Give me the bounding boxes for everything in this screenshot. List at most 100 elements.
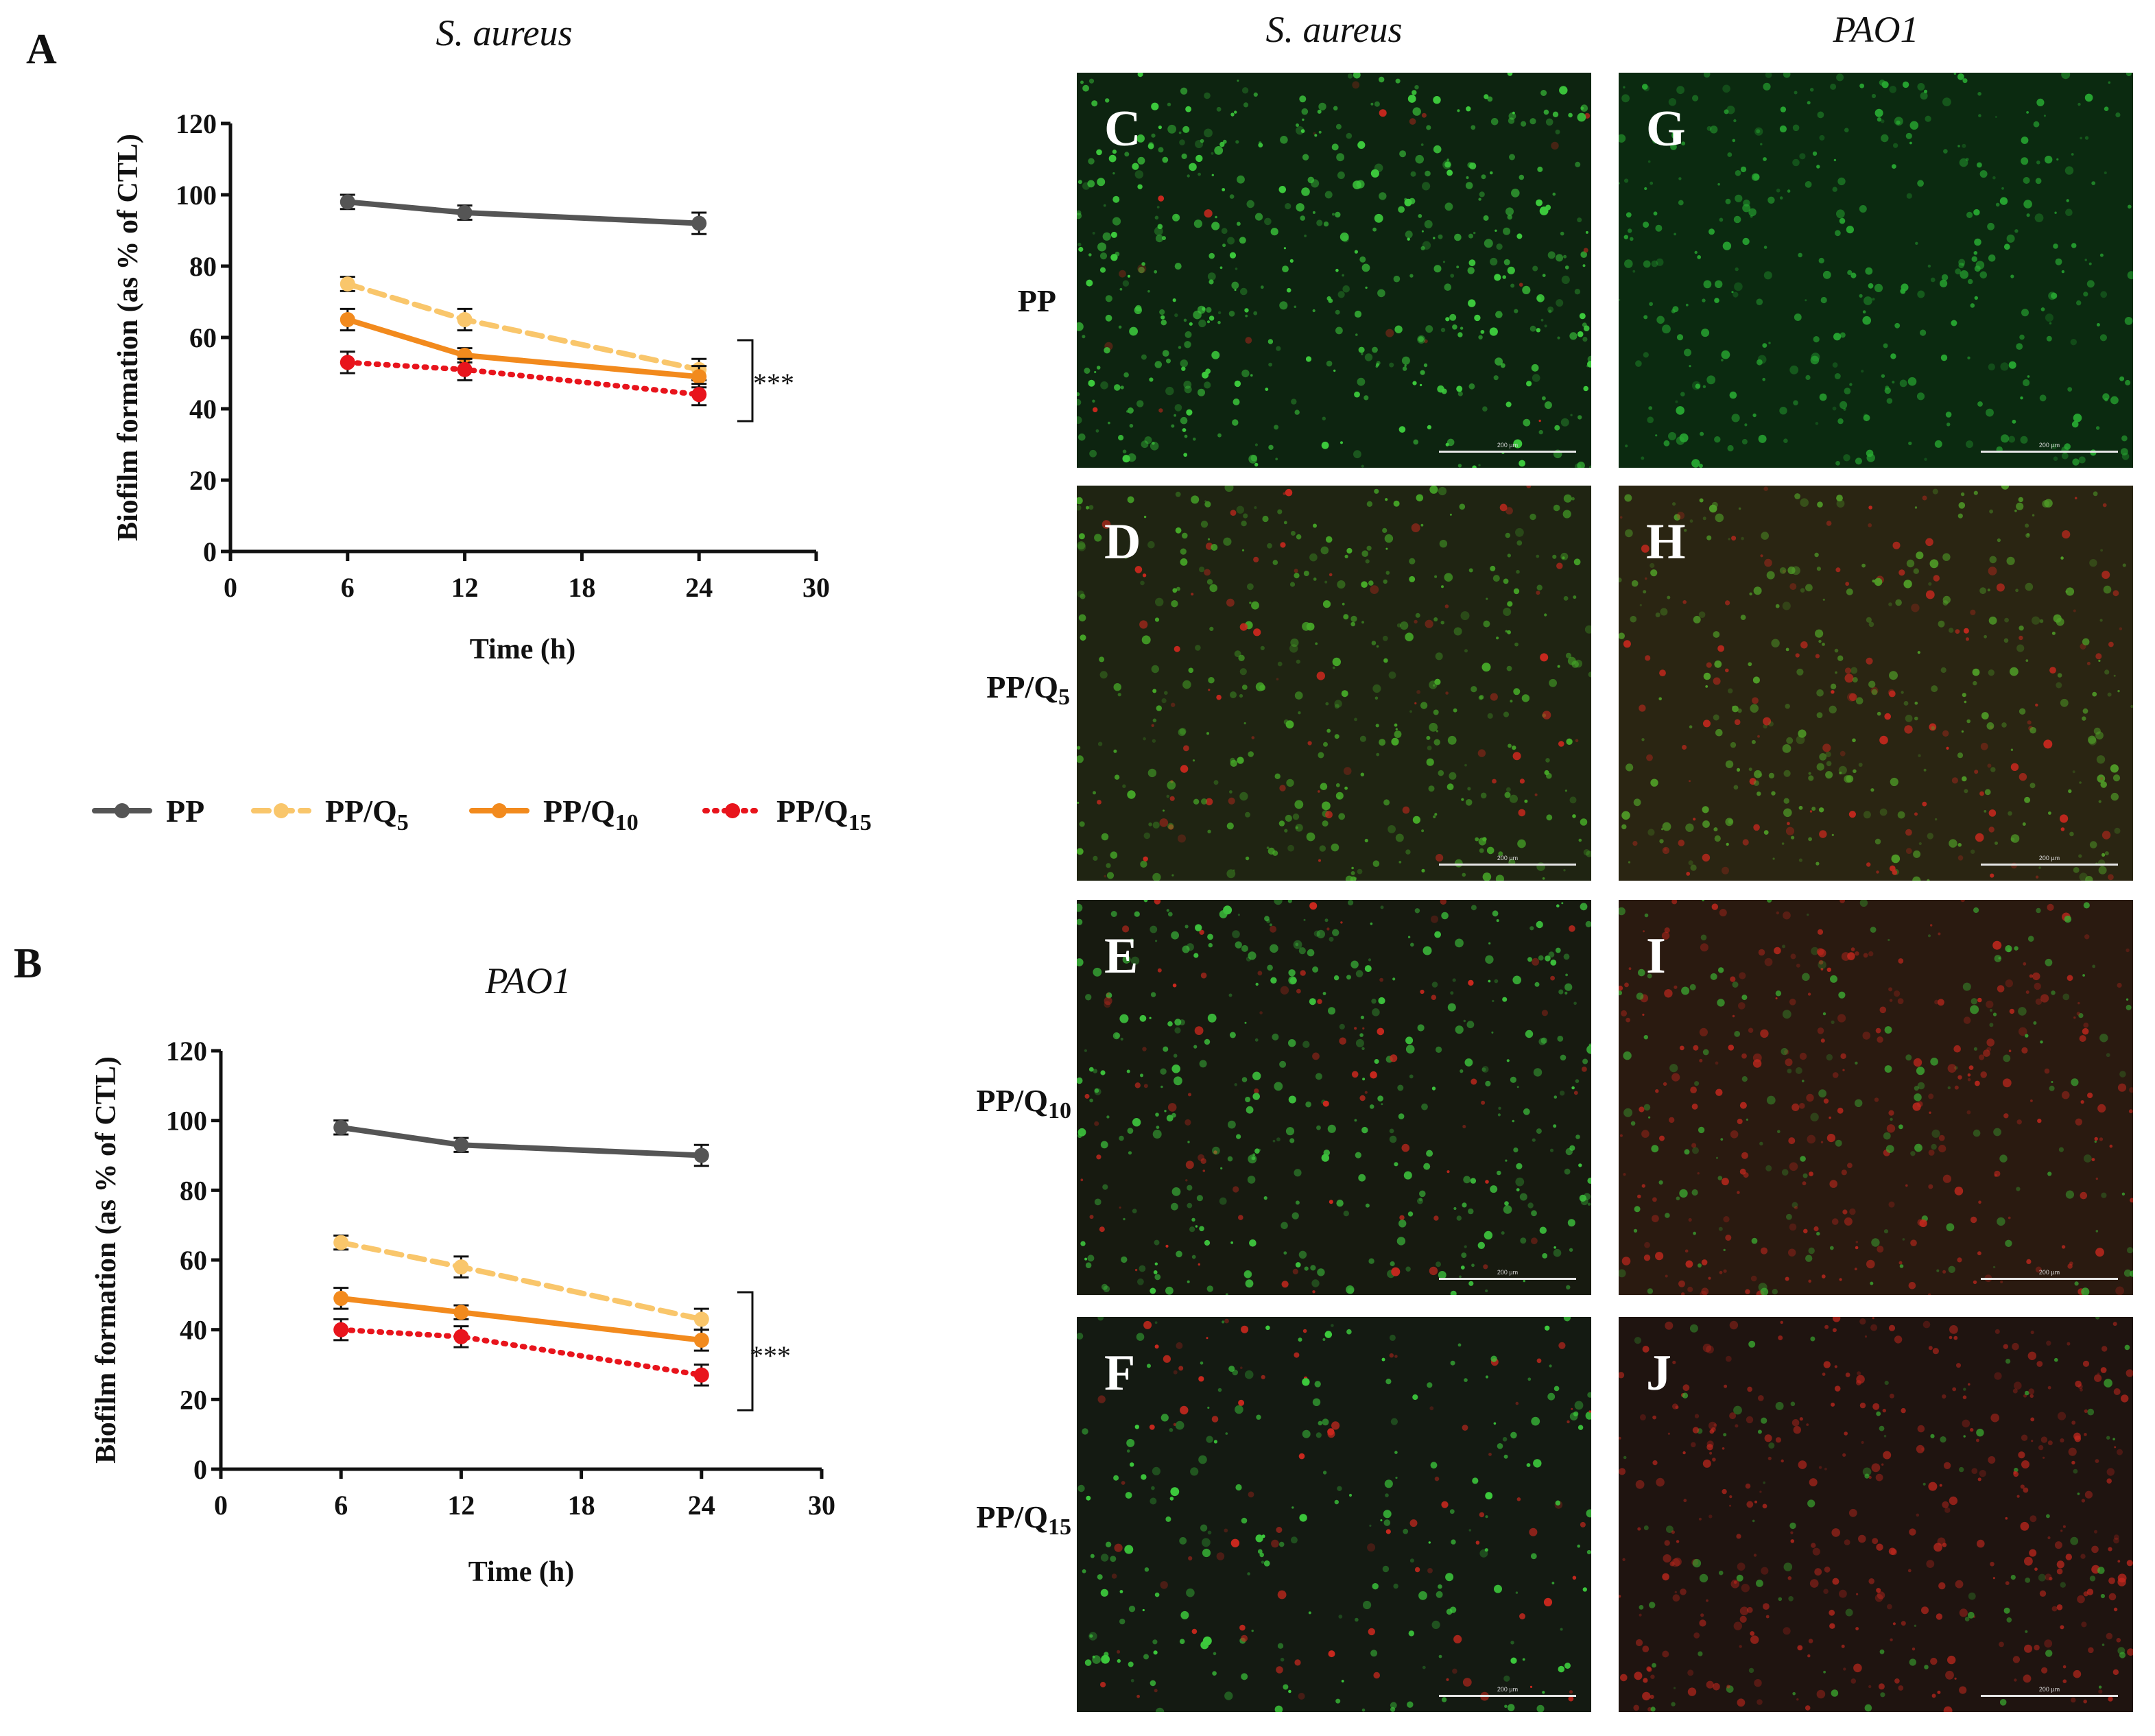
micrograph-e: E 200 µm: [1077, 900, 1591, 1295]
row-label-pp-q5: PP/Q5: [986, 669, 1070, 711]
x-tick-label: 0: [224, 572, 237, 603]
y-axis-label: Biofilm formation (as % of CTL): [112, 134, 144, 541]
scale-bar-label: 200 µm: [2038, 1269, 2060, 1276]
scale-bar: [1439, 451, 1576, 453]
x-tick-label: 12: [447, 1490, 475, 1521]
scale-bar-label: 200 µm: [1497, 1269, 1519, 1276]
series-pp-q15: [340, 350, 707, 407]
series-line: [338, 1239, 704, 1322]
legend-label: PP/Q10: [543, 794, 639, 835]
micrograph-d: D 200 µm: [1077, 486, 1591, 881]
fluorescence-texture: [1077, 900, 1591, 1295]
micrograph-letter: D: [1104, 514, 1141, 570]
y-tick-label: 60: [180, 1245, 207, 1276]
y-tick-label: 0: [193, 1454, 207, 1485]
micrograph-letter: C: [1104, 101, 1141, 157]
scale-bar: [1981, 1278, 2118, 1280]
x-tick-label: 24: [688, 1490, 715, 1521]
series-pp-q5: [333, 1234, 709, 1331]
chart-a: A S. aureus 0 20 40 60 80 100 120 0 6 12 18 24 30 Biofi…: [26, 12, 830, 665]
scale-bar-label: 200 µm: [1497, 442, 1519, 449]
legend-swatch-marker: [492, 803, 507, 818]
series-line: [344, 359, 702, 398]
y-tick-label: 80: [180, 1175, 207, 1206]
significance-label: ***: [750, 1340, 791, 1371]
series-line: [338, 1295, 704, 1343]
data-point: [333, 1235, 349, 1250]
legend-swatch-marker: [274, 803, 289, 818]
series-line: [344, 317, 702, 380]
series-pp-q15: [333, 1318, 709, 1387]
significance-bracket: [737, 1291, 754, 1412]
micrograph-j: J 200 µm: [1619, 1317, 2133, 1712]
x-tick-label: 0: [214, 1490, 228, 1521]
data-point: [453, 1329, 469, 1344]
data-point: [457, 205, 473, 220]
column-header-pao1: PAO1: [1833, 9, 1919, 50]
data-point: [333, 1290, 349, 1306]
micrograph-h: H 200 µm: [1619, 486, 2133, 881]
data-point: [340, 194, 355, 210]
scale-bar: [1439, 1278, 1576, 1280]
data-point: [453, 1137, 469, 1153]
fluorescence-texture: [1077, 486, 1591, 881]
data-point: [340, 276, 355, 292]
chart-b: B PAO1 0 20 40 60 80 100 120 0 6 12 18 24 30 Biofilm fo…: [14, 940, 835, 1588]
y-tick-label: 20: [189, 465, 217, 496]
fluorescence-texture: [1077, 73, 1591, 468]
legend-swatch-marker: [725, 803, 740, 818]
y-tick-label: 20: [180, 1384, 207, 1415]
y-tick-label: 60: [189, 322, 217, 353]
scale-bar: [1981, 864, 2118, 866]
significance-label: ***: [753, 368, 794, 399]
data-point: [457, 361, 473, 377]
micrograph-letter: E: [1104, 928, 1139, 984]
fluorescence-texture: [1619, 73, 2133, 468]
legend-item: PP/Q15: [702, 794, 872, 835]
scale-bar-label: 200 µm: [2038, 1686, 2060, 1693]
series-line: [344, 281, 702, 372]
x-axis-label: Time (h): [470, 634, 575, 665]
scale-bar: [1439, 1695, 1576, 1697]
micrograph-letter: G: [1646, 101, 1686, 157]
legend-item: PP/Q5: [251, 794, 409, 835]
data-point: [333, 1322, 349, 1337]
series-pp-q10: [340, 307, 707, 389]
x-tick-label: 30: [802, 572, 830, 603]
row-label-pp-q15: PP/Q15: [976, 1499, 1071, 1541]
series-line: [344, 199, 702, 226]
data-point: [453, 1259, 469, 1275]
chart-title: PAO1: [484, 960, 571, 1001]
series-line: [338, 1124, 704, 1158]
x-tick-label: 12: [451, 572, 479, 603]
micrograph-letter: I: [1646, 928, 1666, 984]
fluorescence-texture: [1619, 486, 2133, 881]
legend-label: PP/Q15: [776, 794, 872, 835]
scale-bar-label: 200 µm: [1497, 1686, 1519, 1693]
row-label-pp-q10: PP/Q10: [976, 1083, 1071, 1124]
fluorescence-texture: [1619, 1317, 2133, 1712]
micrograph-f: F 200 µm: [1077, 1317, 1591, 1712]
data-point: [693, 1332, 709, 1348]
panel-letter-b: B: [14, 940, 42, 987]
x-tick-label: 24: [685, 572, 713, 603]
legend: PP PP/Q5 PP/Q10 PP/Q15: [92, 794, 872, 835]
series-pp-q10: [333, 1287, 709, 1352]
chart-title: S. aureus: [436, 12, 573, 53]
x-axis-label: Time (h): [468, 1556, 574, 1588]
scale-bar: [1439, 864, 1576, 866]
y-tick-label: 40: [189, 394, 217, 425]
micrograph-c: C 200 µm: [1077, 73, 1591, 468]
x-tick-label: 18: [568, 572, 595, 603]
x-tick-label: 18: [568, 1490, 595, 1521]
column-header-s-aureus: S. aureus: [1265, 9, 1403, 50]
y-tick-label: 120: [176, 108, 217, 139]
row-label-pp: PP: [1017, 283, 1056, 318]
scale-bar-label: 200 µm: [1497, 855, 1519, 861]
data-point: [333, 1119, 349, 1135]
fluorescence-texture: [1619, 900, 2133, 1295]
legend-label: PP/Q5: [325, 794, 409, 835]
micrograph-letter: J: [1646, 1345, 1671, 1401]
legend-item: PP: [92, 794, 204, 829]
